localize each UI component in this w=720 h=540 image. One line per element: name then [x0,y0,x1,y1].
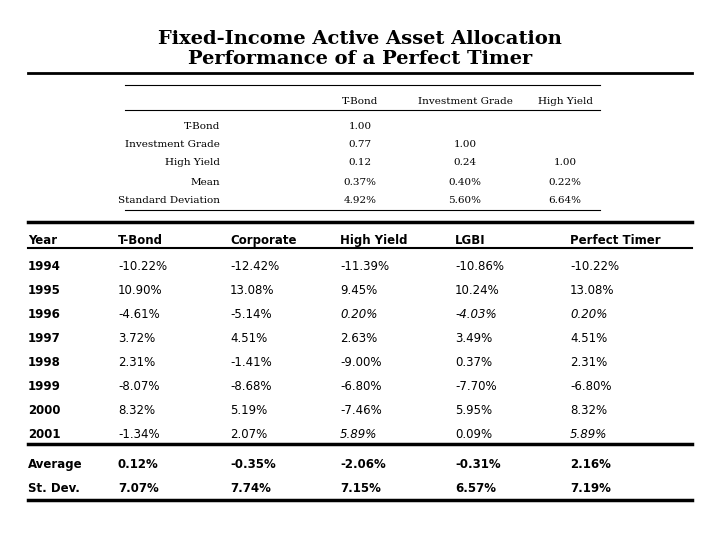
Text: -11.39%: -11.39% [340,260,389,273]
Text: High Yield: High Yield [538,97,593,106]
Text: 5.95%: 5.95% [455,404,492,417]
Text: 0.12: 0.12 [348,158,372,167]
Text: LGBI: LGBI [455,234,485,247]
Text: 7.19%: 7.19% [570,482,611,495]
Text: 7.07%: 7.07% [118,482,158,495]
Text: High Yield: High Yield [340,234,408,247]
Text: 0.77: 0.77 [348,140,372,149]
Text: -4.61%: -4.61% [118,308,160,321]
Text: 10.90%: 10.90% [118,284,163,297]
Text: -9.00%: -9.00% [340,356,382,369]
Text: 7.74%: 7.74% [230,482,271,495]
Text: -6.80%: -6.80% [570,380,611,393]
Text: -5.14%: -5.14% [230,308,271,321]
Text: T-Bond: T-Bond [118,234,163,247]
Text: 9.45%: 9.45% [340,284,377,297]
Text: 1.00: 1.00 [348,122,372,131]
Text: -8.07%: -8.07% [118,380,160,393]
Text: 7.15%: 7.15% [340,482,381,495]
Text: -10.22%: -10.22% [118,260,167,273]
Text: Performance of a Perfect Timer: Performance of a Perfect Timer [188,50,532,68]
Text: 5.89%: 5.89% [340,428,377,441]
Text: -0.35%: -0.35% [230,458,276,471]
Text: -8.68%: -8.68% [230,380,271,393]
Text: 0.22%: 0.22% [549,178,582,187]
Text: 0.24: 0.24 [454,158,477,167]
Text: 8.32%: 8.32% [118,404,155,417]
Text: 2.16%: 2.16% [570,458,611,471]
Text: St. Dev.: St. Dev. [28,482,80,495]
Text: Year: Year [28,234,57,247]
Text: 0.12%: 0.12% [118,458,158,471]
Text: 1998: 1998 [28,356,61,369]
Text: 1995: 1995 [28,284,61,297]
Text: 3.49%: 3.49% [455,332,492,345]
Text: 1997: 1997 [28,332,60,345]
Text: 5.60%: 5.60% [449,196,482,205]
Text: 6.64%: 6.64% [549,196,582,205]
Text: 4.51%: 4.51% [570,332,607,345]
Text: 0.40%: 0.40% [449,178,482,187]
Text: 5.89%: 5.89% [570,428,608,441]
Text: 0.20%: 0.20% [340,308,377,321]
Text: -6.80%: -6.80% [340,380,382,393]
Text: 8.32%: 8.32% [570,404,607,417]
Text: Fixed-Income Active Asset Allocation: Fixed-Income Active Asset Allocation [158,30,562,48]
Text: 1999: 1999 [28,380,61,393]
Text: -12.42%: -12.42% [230,260,279,273]
Text: Perfect Timer: Perfect Timer [570,234,661,247]
Text: 2.63%: 2.63% [340,332,377,345]
Text: 1.00: 1.00 [454,140,477,149]
Text: Average: Average [28,458,83,471]
Text: Standard Deviation: Standard Deviation [118,196,220,205]
Text: Mean: Mean [190,178,220,187]
Text: 0.37%: 0.37% [343,178,377,187]
Text: Corporate: Corporate [230,234,297,247]
Text: 2.07%: 2.07% [230,428,267,441]
Text: T-Bond: T-Bond [184,122,220,131]
Text: 2001: 2001 [28,428,60,441]
Text: 2.31%: 2.31% [570,356,607,369]
Text: -10.86%: -10.86% [455,260,504,273]
Text: High Yield: High Yield [165,158,220,167]
Text: T-Bond: T-Bond [342,97,378,106]
Text: Investment Grade: Investment Grade [418,97,513,106]
Text: 13.08%: 13.08% [230,284,274,297]
Text: -1.34%: -1.34% [118,428,160,441]
Text: -10.22%: -10.22% [570,260,619,273]
Text: -7.70%: -7.70% [455,380,497,393]
Text: 0.09%: 0.09% [455,428,492,441]
Text: -0.31%: -0.31% [455,458,500,471]
Text: 1996: 1996 [28,308,61,321]
Text: -1.41%: -1.41% [230,356,271,369]
Text: 6.57%: 6.57% [455,482,496,495]
Text: 4.92%: 4.92% [343,196,377,205]
Text: -2.06%: -2.06% [340,458,386,471]
Text: 13.08%: 13.08% [570,284,614,297]
Text: 5.19%: 5.19% [230,404,267,417]
Text: -7.46%: -7.46% [340,404,382,417]
Text: 0.37%: 0.37% [455,356,492,369]
Text: 10.24%: 10.24% [455,284,500,297]
Text: 1994: 1994 [28,260,61,273]
Text: 1.00: 1.00 [554,158,577,167]
Text: 2.31%: 2.31% [118,356,156,369]
Text: 4.51%: 4.51% [230,332,267,345]
Text: 2000: 2000 [28,404,60,417]
Text: 3.72%: 3.72% [118,332,156,345]
Text: Investment Grade: Investment Grade [125,140,220,149]
Text: -4.03%: -4.03% [455,308,497,321]
Text: 0.20%: 0.20% [570,308,608,321]
